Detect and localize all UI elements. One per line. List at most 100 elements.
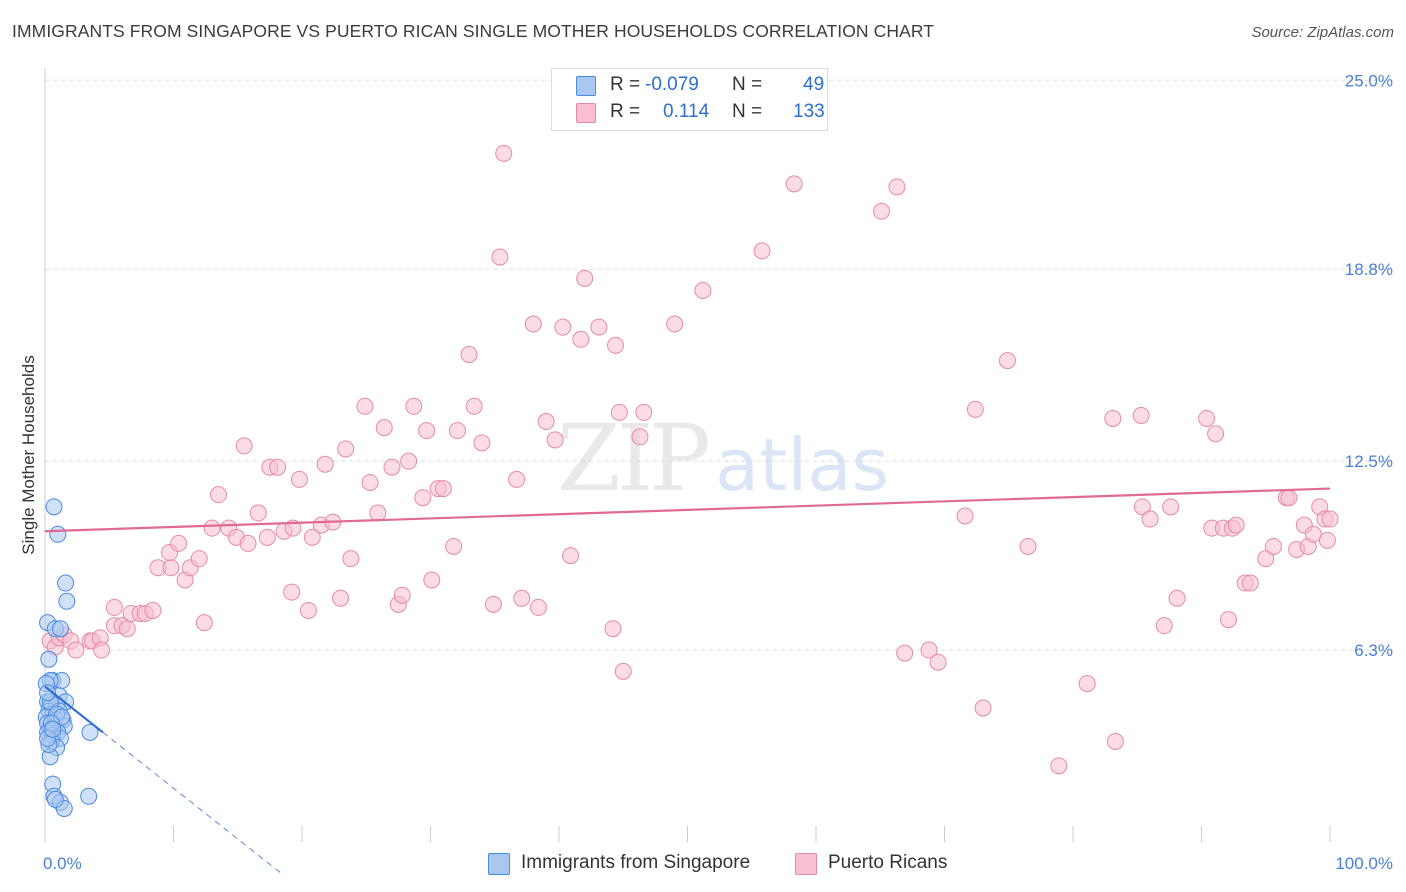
data-point-puerto-ricans [920, 641, 938, 659]
data-point-puerto-ricans [590, 318, 608, 336]
data-point-puerto-ricans [369, 504, 387, 522]
data-point-puerto-ricans [209, 486, 227, 504]
data-point-singapore [46, 790, 64, 808]
legend-swatch-pink [576, 103, 596, 123]
data-point-puerto-ricans [929, 653, 947, 671]
data-point-singapore [51, 620, 69, 638]
data-point-puerto-ricans [465, 397, 483, 415]
data-point-puerto-ricans [1141, 510, 1159, 528]
legend-swatch-pink [795, 853, 817, 875]
data-point-singapore [39, 684, 57, 702]
data-point-puerto-ricans [562, 547, 580, 565]
data-point-puerto-ricans [524, 315, 542, 333]
data-point-puerto-ricans [1078, 675, 1096, 693]
data-point-puerto-ricans [491, 248, 509, 266]
data-point-puerto-ricans [785, 175, 803, 193]
data-point-puerto-ricans [448, 422, 466, 440]
data-point-puerto-ricans [1162, 498, 1180, 516]
series-immigrants-from-singapore [37, 498, 99, 817]
x-tick-label: 100.0% [1335, 854, 1393, 873]
data-point-puerto-ricans [239, 534, 257, 552]
data-point-puerto-ricans [118, 620, 136, 638]
legend-r-value: -0.079 [645, 74, 699, 95]
data-point-puerto-ricans [269, 458, 287, 476]
chart-source: Source: ZipAtlas.com [1251, 24, 1394, 41]
data-point-puerto-ricans [1227, 516, 1245, 534]
legend-swatch-blue [576, 76, 596, 96]
legend-r-label: R = [610, 101, 641, 122]
data-point-puerto-ricans [195, 614, 213, 632]
data-point-puerto-ricans [610, 403, 628, 421]
data-point-puerto-ricans [956, 507, 974, 525]
data-point-puerto-ricans [513, 589, 531, 607]
data-point-puerto-ricans [1321, 510, 1339, 528]
data-point-puerto-ricans [67, 641, 85, 659]
data-point-puerto-ricans [508, 470, 526, 488]
data-point-puerto-ricans [375, 419, 393, 437]
data-point-puerto-ricans [1155, 617, 1173, 635]
legend-n-label: N = [732, 74, 763, 95]
trend-line-singapore [44, 685, 104, 734]
data-point-puerto-ricans [888, 178, 906, 196]
data-point-puerto-ricans [1280, 489, 1298, 507]
data-point-puerto-ricans [1257, 550, 1275, 568]
data-point-puerto-ricans [342, 550, 360, 568]
data-point-puerto-ricans [495, 144, 513, 162]
data-point-puerto-ricans [966, 400, 984, 418]
data-point-puerto-ricans [666, 315, 684, 333]
data-point-singapore [58, 592, 76, 610]
data-point-puerto-ricans [631, 428, 649, 446]
data-point-puerto-ricans [383, 458, 401, 476]
data-point-puerto-ricans [418, 422, 436, 440]
correlation-legend: R = -0.079 N = 49 R = 0.114 N = 133 [551, 68, 828, 131]
data-point-puerto-ricans [694, 282, 712, 300]
data-point-puerto-ricans [361, 473, 379, 491]
data-point-puerto-ricans [1198, 409, 1216, 427]
data-point-puerto-ricans [144, 601, 162, 619]
trend-lines [44, 487, 1331, 875]
data-point-puerto-ricans [529, 598, 547, 616]
legend-label-puerto-ricans: Puerto Ricans [828, 852, 948, 873]
data-point-puerto-ricans [537, 413, 555, 431]
data-point-singapore [81, 723, 99, 741]
trend-line-puerto-ricans [44, 487, 1331, 533]
data-point-puerto-ricans [190, 550, 208, 568]
data-point-puerto-ricans [1241, 574, 1259, 592]
data-point-puerto-ricans [607, 336, 625, 354]
data-point-puerto-ricans [423, 571, 441, 589]
y-tick-label: 25.0% [1345, 71, 1393, 90]
tick-labels: 6.3% 12.5% 18.8% 25.0% 0.0% 100.0% [43, 71, 1393, 873]
watermark-zip: ZIP [557, 405, 708, 512]
legend-label-singapore: Immigrants from Singapore [521, 852, 751, 873]
watermark: ZIP atlas [557, 405, 889, 512]
data-point-puerto-ricans [203, 519, 221, 537]
data-point-puerto-ricans [554, 318, 572, 336]
legend-swatch-blue [488, 853, 510, 875]
legend-r-value: 0.114 [663, 101, 710, 122]
data-point-singapore [44, 720, 62, 738]
data-point-puerto-ricans [405, 397, 423, 415]
y-axis-label: Single Mother Households [19, 355, 38, 554]
data-point-puerto-ricans [1207, 425, 1225, 443]
data-point-puerto-ricans [445, 537, 463, 555]
data-point-puerto-ricans [1104, 409, 1122, 427]
data-point-puerto-ricans [332, 589, 350, 607]
data-point-puerto-ricans [635, 403, 653, 421]
data-point-puerto-ricans [400, 452, 418, 470]
data-point-puerto-ricans [1132, 406, 1150, 424]
data-point-puerto-ricans [303, 528, 321, 546]
data-point-puerto-ricans [484, 595, 502, 613]
data-point-puerto-ricans [873, 202, 891, 220]
grid-layer [45, 79, 1393, 651]
data-point-puerto-ricans [576, 269, 594, 287]
legend-r-label: R = [610, 74, 641, 95]
data-point-puerto-ricans [105, 598, 123, 616]
data-point-puerto-ricans [170, 534, 188, 552]
data-point-puerto-ricans [283, 583, 301, 601]
data-point-singapore [40, 650, 58, 668]
legend-n-value: 133 [793, 101, 825, 122]
data-point-puerto-ricans [414, 489, 432, 507]
x-tick-label: 0.0% [43, 854, 82, 873]
data-point-puerto-ricans [1304, 525, 1322, 543]
